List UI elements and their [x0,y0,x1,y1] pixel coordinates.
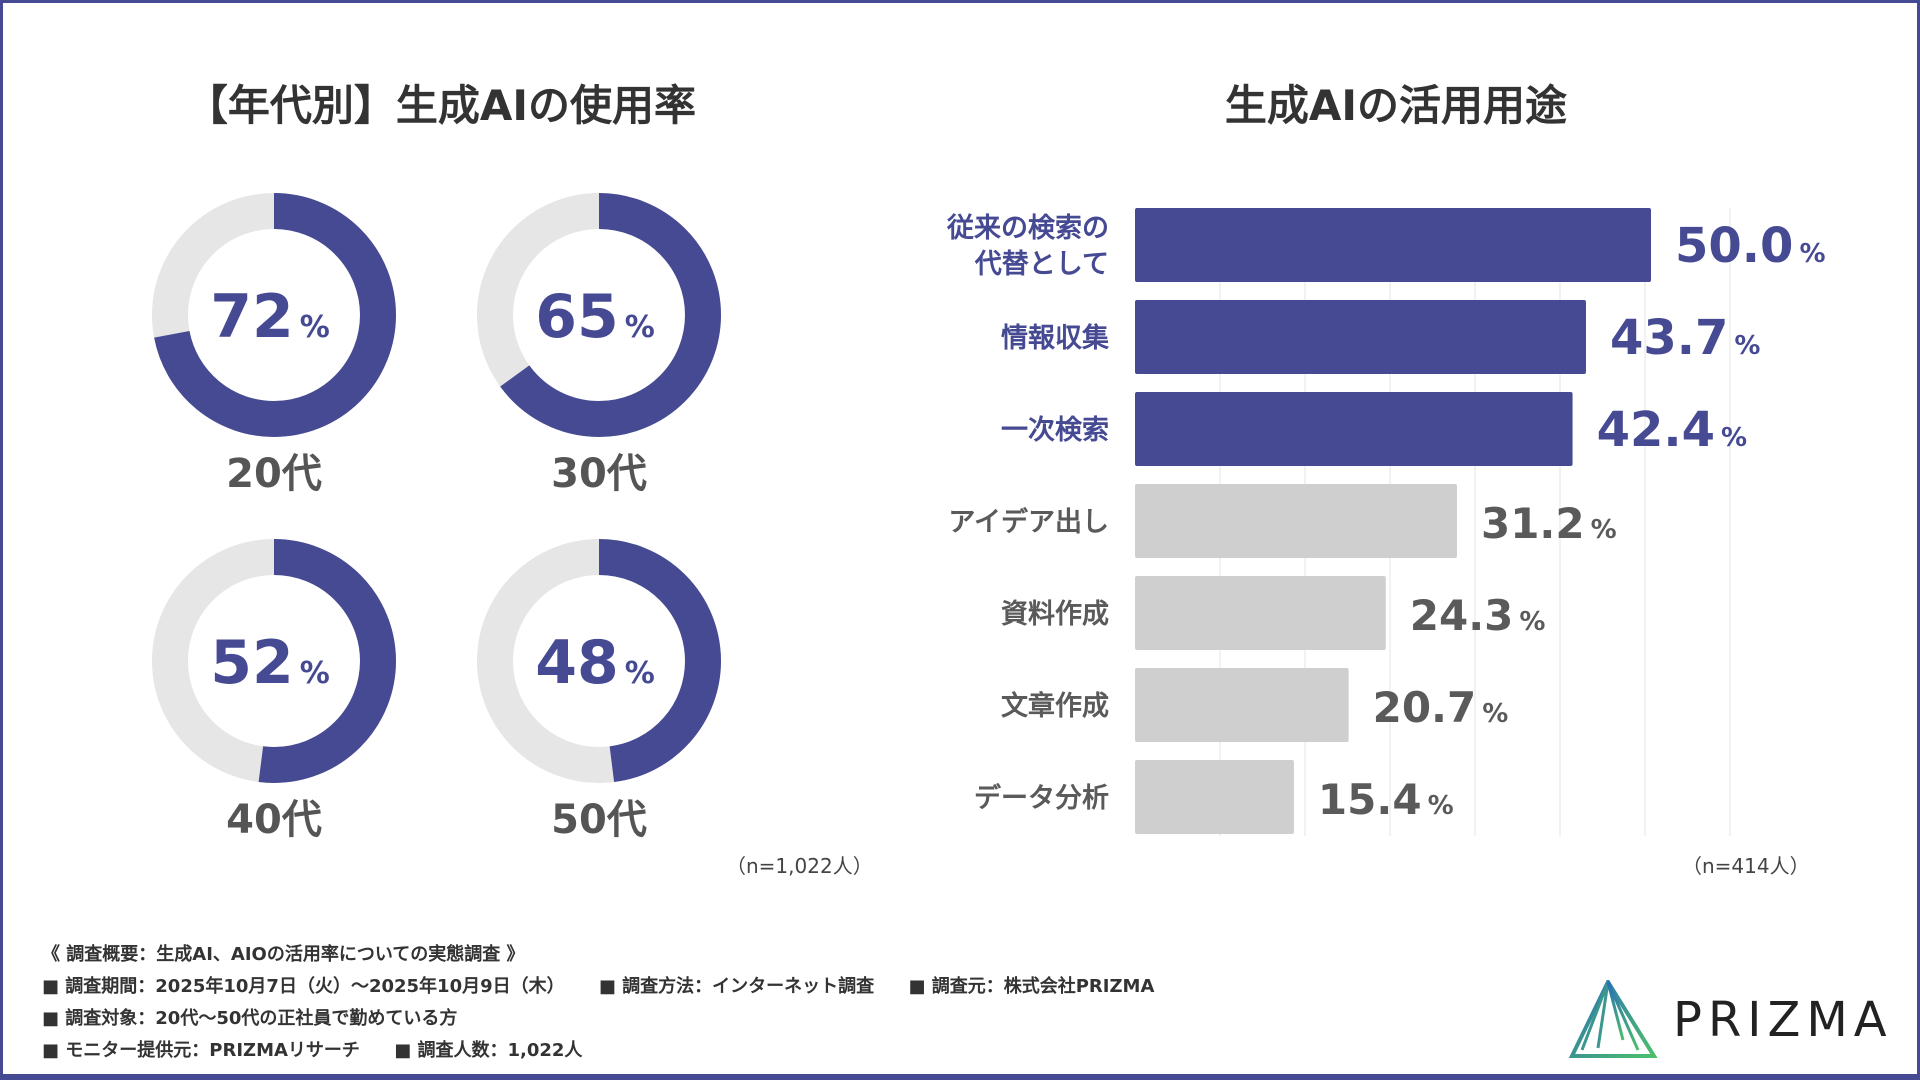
usage-bar-chart: 従来の検索の代替として 50.0 % 情報収集 43.7 % 一次検索 42.4 % アイデア出し… [946,208,1826,836]
donut-value-label: 65% [535,282,655,352]
survey-count: ■ 調査人数：1,022人 [394,1040,583,1061]
bar-value-label: 15.4% [1318,775,1454,824]
prizma-logo: PRIZMA [1568,977,1898,1060]
bar-value-label: 24.3% [1410,591,1546,640]
donut-category-label: 50代 [551,797,647,843]
bar-value-label: 43.7% [1610,310,1761,366]
donut-value-label: 52% [210,628,330,698]
bar-2 [1135,392,1573,466]
footer-line-1: ■ 調査期間：2025年10月7日（火）～2025年10月9日（木） ■ 調査方… [42,972,1182,998]
bar-0 [1135,208,1651,282]
bar-category-label: 一次検索 [1001,415,1109,446]
bar-category-label: 情報収集 [1001,322,1110,354]
right-chart-title: 生成AIの活用用途 [1224,81,1568,130]
donut-charts: 72 % 20代 65 % 30代 52 % 40代 48 % 50代 [152,193,721,843]
donut-category-label: 20代 [226,451,322,497]
footer-heading: 《 調査概要：生成AI、AIOの活用率についての実態調査 》 [42,944,525,965]
prism-logo-icon [1568,977,1658,1058]
bar-value-label: 20.7% [1373,683,1509,732]
survey-period: ■ 調査期間：2025年10月7日（火）～2025年10月9日（木） [42,976,565,997]
bar-category-label: アイデア出し [948,506,1109,538]
bar-value-label: 42.4% [1597,402,1748,458]
donut-slice-30代 [477,193,721,437]
bar-category-label: 文章作成 [1001,690,1109,722]
donut-value-label: 48% [535,628,655,698]
logo-wordmark: PRIZMA [1673,992,1893,1048]
bar-value-label: 50.0% [1675,218,1826,274]
donut-slice-40代 [152,539,396,783]
left-chart-title: 【年代別】生成AIの使用率 [185,81,697,130]
bar-category-label: データ分析 [974,782,1109,814]
donut-slice-50代 [477,539,721,783]
donut-category-label: 30代 [551,451,647,497]
survey-target: ■ 調査対象：20代～50代の正社員で勤めている方 [42,1008,458,1029]
donut-category-label: 40代 [226,797,322,843]
donut-slice-20代 [152,193,396,437]
bar-6 [1135,760,1294,834]
right-sample-note: （n=414人） [1682,854,1810,878]
footer-line-2: ■ 調査対象：20代～50代の正社員で勤めている方 [42,1004,485,1030]
left-sample-note: （n=1,022人） [726,854,873,878]
bar-3 [1135,484,1457,558]
bar-value-label: 31.2% [1481,499,1617,548]
survey-method: ■ 調査方法：インターネット調査 [598,976,875,997]
bar-category-label: 従来の検索の代替として [946,213,1109,280]
bar-5 [1135,668,1349,742]
monitor-provider: ■ モニター提供元：PRIZMAリサーチ [42,1040,360,1061]
bar-4 [1135,576,1386,650]
bar-1 [1135,300,1586,374]
footer-line-3: ■ モニター提供元：PRIZMAリサーチ ■ 調査人数：1,022人 [42,1036,610,1062]
survey-source: ■ 調査元：株式会社PRIZMA [908,976,1155,997]
donut-value-label: 72% [210,282,330,352]
bar-category-label: 資料作成 [1001,599,1109,630]
